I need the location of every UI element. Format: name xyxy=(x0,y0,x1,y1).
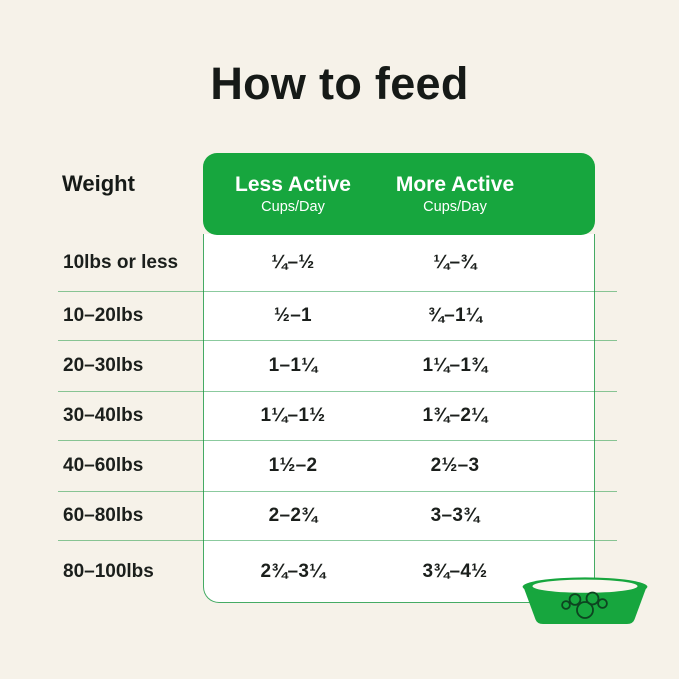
table-row: 60–80lbs 2–2¾ 3–3¾ xyxy=(58,492,617,541)
less-active-units: Cups/Day xyxy=(261,199,325,216)
more-active-cell: 3–3¾ xyxy=(430,505,480,526)
table-row: 20–30lbs 1–1¼ 1¼–1¾ xyxy=(58,341,617,392)
less-active-cell: ½–1 xyxy=(274,305,312,326)
less-active-cell: 1½–2 xyxy=(268,455,318,476)
dog-bowl-icon xyxy=(522,577,648,625)
more-active-cell: ¾–1¼ xyxy=(427,305,483,326)
more-active-cell: 3¾–4½ xyxy=(422,561,488,582)
less-active-cell: 1¼–1½ xyxy=(260,405,326,426)
weight-cell: 30–40lbs xyxy=(63,405,144,426)
less-active-label: Less Active xyxy=(235,172,351,196)
more-active-cell: 1¼–1¾ xyxy=(422,355,488,376)
paw-print-icon xyxy=(561,591,608,619)
less-active-cell: 2–2¾ xyxy=(268,505,318,526)
more-active-cell: 2½–3 xyxy=(430,455,480,476)
weight-cell: 60–80lbs xyxy=(63,505,144,526)
more-active-column-header: More Active Cups/Day xyxy=(374,153,536,235)
more-active-cell: 1¾–2¼ xyxy=(422,405,488,426)
table-row: 10lbs or less ¼–½ ¼–¾ xyxy=(58,234,617,292)
feeding-table: 10lbs or less ¼–½ ¼–¾ 10–20lbs ½–1 ¾–1¼ … xyxy=(58,234,617,603)
less-active-cell: ¼–½ xyxy=(271,251,315,273)
table-header-green-band: Less Active Cups/Day More Active Cups/Da… xyxy=(203,153,595,235)
less-active-cell: 2¾–3¼ xyxy=(260,561,326,582)
weight-cell: 10–20lbs xyxy=(63,305,144,326)
more-active-units: Cups/Day xyxy=(423,199,487,216)
more-active-cell: ¼–¾ xyxy=(433,251,477,273)
weight-cell: 10lbs or less xyxy=(63,251,179,273)
weight-cell: 20–30lbs xyxy=(63,355,144,376)
less-active-cell: 1–1¼ xyxy=(268,355,318,376)
less-active-column-header: Less Active Cups/Day xyxy=(212,153,374,235)
weight-column-header: Weight xyxy=(62,171,135,196)
table-row: 10–20lbs ½–1 ¾–1¼ xyxy=(58,292,617,341)
weight-cell: 80–100lbs xyxy=(63,561,154,582)
page-title: How to feed xyxy=(210,58,469,109)
table-row: 80–100lbs 2¾–3¼ 3¾–4½ xyxy=(58,541,617,603)
dog-bowl-graphic xyxy=(522,577,648,624)
more-active-label: More Active xyxy=(395,172,515,196)
weight-cell: 40–60lbs xyxy=(63,455,144,476)
table-row: 30–40lbs 1¼–1½ 1¾–2¼ xyxy=(58,392,617,441)
table-body-panel xyxy=(203,234,595,603)
table-row: 40–60lbs 1½–2 2½–3 xyxy=(58,441,617,492)
